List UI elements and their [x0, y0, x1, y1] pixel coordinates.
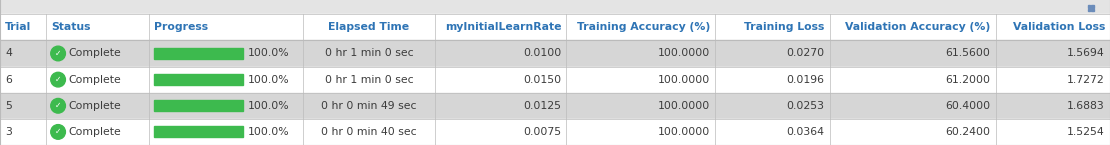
Text: 60.4000: 60.4000 — [946, 101, 990, 111]
Bar — [1091, 5, 1093, 8]
Text: 3: 3 — [6, 127, 12, 137]
Text: 4: 4 — [6, 48, 12, 58]
Bar — [154, 100, 243, 111]
Text: ✓: ✓ — [54, 101, 61, 110]
Text: 1.6883: 1.6883 — [1067, 101, 1104, 111]
Text: 0.0253: 0.0253 — [787, 101, 825, 111]
Text: 1.7272: 1.7272 — [1067, 75, 1104, 85]
Text: 0 hr 0 min 49 sec: 0 hr 0 min 49 sec — [321, 101, 416, 111]
Text: Elapsed Time: Elapsed Time — [329, 22, 410, 32]
Text: 100.0000: 100.0000 — [658, 101, 710, 111]
Text: 5: 5 — [6, 101, 12, 111]
Text: Training Accuracy (%): Training Accuracy (%) — [577, 22, 710, 32]
Text: 0.0075: 0.0075 — [523, 127, 562, 137]
Text: ✓: ✓ — [54, 49, 61, 58]
Text: ✓: ✓ — [54, 75, 61, 84]
Text: 0.0100: 0.0100 — [523, 48, 562, 58]
Circle shape — [51, 98, 65, 113]
Text: 0.0196: 0.0196 — [787, 75, 825, 85]
Text: 0 hr 1 min 0 sec: 0 hr 1 min 0 sec — [325, 48, 413, 58]
Bar — [1091, 9, 1093, 11]
Bar — [154, 74, 243, 85]
Bar — [0, 119, 1110, 145]
Text: 61.2000: 61.2000 — [946, 75, 990, 85]
Text: Training Loss: Training Loss — [745, 22, 825, 32]
Text: 0.0364: 0.0364 — [787, 127, 825, 137]
Text: 1.5254: 1.5254 — [1067, 127, 1104, 137]
Text: myInitialLearnRate: myInitialLearnRate — [445, 22, 562, 32]
Text: Status: Status — [51, 22, 90, 32]
Text: 100.0000: 100.0000 — [658, 48, 710, 58]
Bar — [154, 126, 243, 137]
Text: Complete: Complete — [69, 101, 121, 111]
Bar — [1088, 5, 1090, 8]
Bar — [0, 0, 1110, 14]
Text: 0 hr 1 min 0 sec: 0 hr 1 min 0 sec — [325, 75, 413, 85]
Text: Validation Loss: Validation Loss — [1012, 22, 1104, 32]
Bar — [0, 93, 1110, 119]
Text: 100.0%: 100.0% — [248, 101, 289, 111]
Text: 6: 6 — [6, 75, 12, 85]
Text: Complete: Complete — [69, 48, 121, 58]
Text: Progress: Progress — [154, 22, 208, 32]
Text: 60.2400: 60.2400 — [946, 127, 990, 137]
Text: 61.5600: 61.5600 — [946, 48, 990, 58]
Circle shape — [51, 46, 65, 61]
Text: 100.0%: 100.0% — [248, 48, 289, 58]
Text: Validation Accuracy (%): Validation Accuracy (%) — [846, 22, 990, 32]
Bar — [154, 48, 243, 59]
Text: ✓: ✓ — [54, 127, 61, 136]
Text: 100.0000: 100.0000 — [658, 75, 710, 85]
Bar — [0, 14, 1110, 40]
Bar — [0, 40, 1110, 67]
Bar — [0, 67, 1110, 93]
Text: 100.0%: 100.0% — [248, 127, 289, 137]
Text: Trial: Trial — [6, 22, 31, 32]
Text: 0.0270: 0.0270 — [787, 48, 825, 58]
Circle shape — [51, 72, 65, 87]
Bar — [1088, 9, 1090, 11]
Text: Complete: Complete — [69, 75, 121, 85]
Text: 0.0150: 0.0150 — [523, 75, 562, 85]
Circle shape — [51, 125, 65, 139]
Text: 1.5694: 1.5694 — [1067, 48, 1104, 58]
Text: 0.0125: 0.0125 — [524, 101, 562, 111]
Text: Complete: Complete — [69, 127, 121, 137]
Text: 100.0000: 100.0000 — [658, 127, 710, 137]
Text: 0 hr 0 min 40 sec: 0 hr 0 min 40 sec — [321, 127, 417, 137]
Text: 100.0%: 100.0% — [248, 75, 289, 85]
